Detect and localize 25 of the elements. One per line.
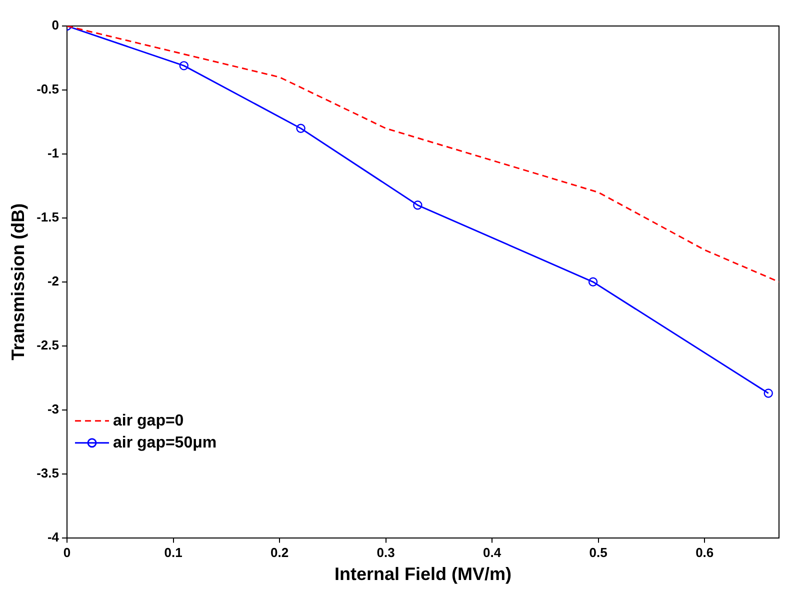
y-tick-label: -4 <box>47 529 60 544</box>
y-tick-label: -2 <box>47 273 59 288</box>
point <box>413 200 422 210</box>
y-tick-label: -2.5 <box>36 337 59 352</box>
x-tick-label: 0.3 <box>376 545 395 560</box>
y-tick-label: -1 <box>47 146 59 161</box>
x-tick-label: 0.4 <box>483 545 502 560</box>
y-tick-label: -1.5 <box>36 210 59 225</box>
y-axis-title: Transmission (dB) <box>8 203 28 360</box>
x-tick-label: 0.5 <box>589 545 608 560</box>
y-tick-label: -3 <box>47 401 59 416</box>
point <box>179 61 188 70</box>
y-tick-label: 0 <box>52 18 59 33</box>
point <box>764 388 773 398</box>
point <box>296 124 306 133</box>
point <box>588 277 598 286</box>
y-tick-label: -3.5 <box>36 465 59 480</box>
legend-label: air gap=0 <box>113 412 184 430</box>
x-axis-title: Internal Field (MV/m) <box>334 564 512 584</box>
x-tick-label: 0.2 <box>270 545 289 560</box>
x-tick-label: 0 <box>63 545 71 560</box>
x-tick-label: 0.1 <box>164 545 182 560</box>
x-tick-label: 0.6 <box>696 545 714 560</box>
y-tick-label: -0.5 <box>36 82 59 97</box>
legend-label: air gap=50μm <box>113 434 217 452</box>
